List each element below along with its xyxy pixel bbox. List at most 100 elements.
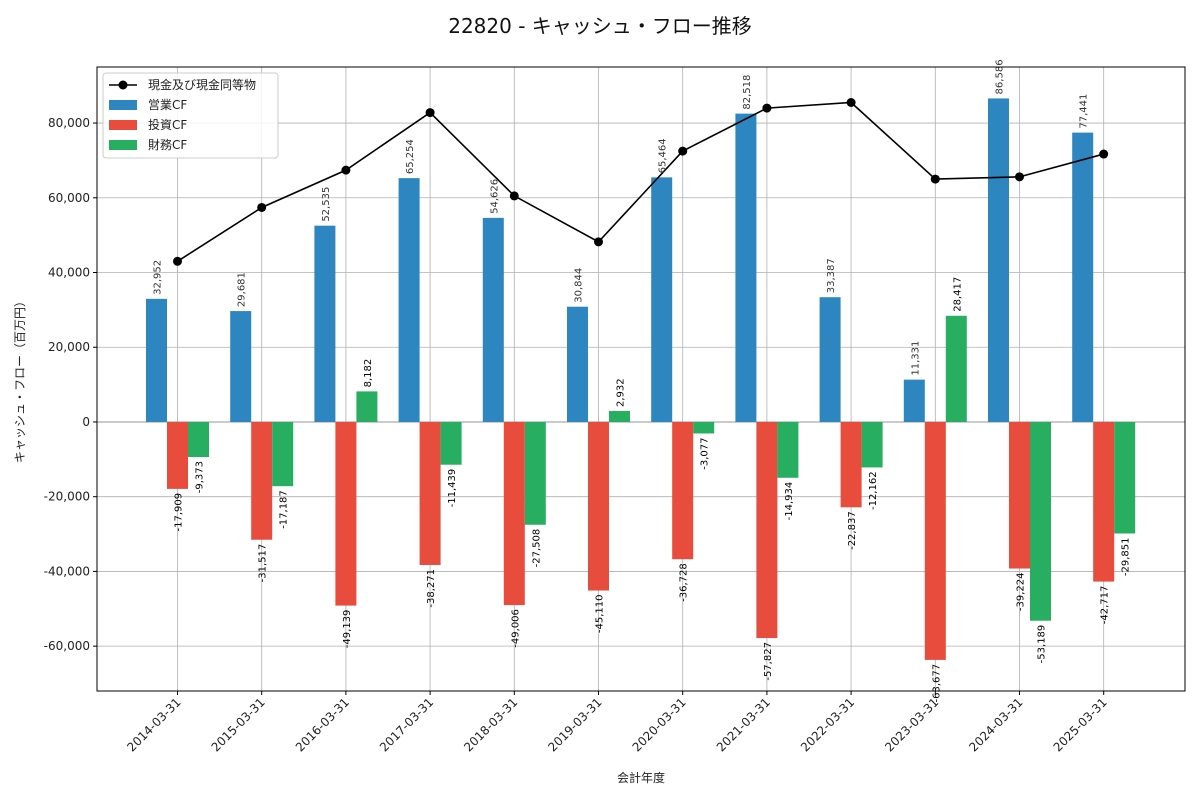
bar-3 (609, 411, 630, 422)
cash-point (425, 108, 435, 118)
legend-swatch (109, 100, 137, 110)
data-label: -17,187 (279, 490, 290, 529)
plot-frame (96, 66, 1186, 692)
cash-point (846, 97, 856, 107)
data-label: 65,464 (658, 138, 669, 173)
bar-3 (1114, 421, 1136, 534)
bar-3 (356, 391, 378, 422)
bar-3 (188, 421, 209, 457)
data-label: 28,417 (952, 277, 963, 312)
x-tick-label: 2017-03-31 (377, 695, 436, 754)
data-label: -3,077 (700, 437, 711, 469)
bar-3 (524, 421, 546, 525)
x-tick-label: 2019-03-31 (545, 695, 604, 754)
cash-point (173, 256, 182, 266)
cash-point (594, 237, 603, 247)
data-label: 30,844 (574, 268, 585, 303)
legend-box (102, 72, 279, 159)
bar-3 (945, 315, 967, 422)
x-tick-label: 2024-03-31 (966, 695, 1025, 754)
data-label: -49,006 (510, 609, 521, 648)
legend-swatch (109, 120, 137, 130)
cash-point (341, 165, 351, 175)
legend-swatch (109, 140, 137, 150)
data-label: -12,162 (868, 471, 879, 510)
x-axis-ticks: 2014-03-31 2015-03-31 2016-03-31 2017-03-31… (124, 691, 1110, 754)
data-labels: 32,952 29,681 52,535 65,254 54,626 30,844 65,4… (153, 59, 1132, 702)
bar-3 (272, 421, 294, 487)
bars (146, 98, 1136, 660)
x-tick-label: 2025-03-31 (1051, 695, 1110, 754)
cash-line (173, 97, 1109, 266)
bar-1 (903, 379, 925, 422)
y-tick-label: -40,000 (44, 564, 90, 578)
bar-2 (1009, 421, 1030, 569)
bar-2 (588, 421, 609, 591)
y-tick-label: 60,000 (48, 191, 90, 205)
legend-label: 現金及び現金同等物 (148, 77, 256, 92)
bar-1 (567, 306, 588, 422)
bar-2 (1093, 421, 1115, 582)
data-label: 86,586 (995, 59, 1006, 94)
bar-2 (672, 421, 694, 560)
cash-point (762, 103, 772, 113)
bar-1 (230, 311, 252, 422)
legend-label: 投資CF (148, 117, 187, 132)
y-tick-label: -20,000 (44, 490, 90, 504)
bar-1 (146, 298, 167, 422)
x-tick-label: 2020-03-31 (630, 695, 689, 754)
data-label: -29,851 (1121, 538, 1132, 577)
cash-point (509, 191, 519, 201)
chart-title: 22820 - キャッシュ・フロー推移 (448, 14, 752, 38)
data-label: -42,717 (1100, 586, 1111, 625)
cash-series-line (177, 101, 1104, 262)
x-tick-label: 2023-03-31 (882, 695, 941, 754)
bar-2 (419, 421, 441, 565)
data-label: 52,535 (321, 187, 332, 222)
bar-2 (503, 421, 525, 606)
bar-2 (924, 421, 946, 660)
legend-label: 財務CF (148, 137, 187, 152)
legend-marker (118, 80, 128, 90)
bar-2 (840, 421, 862, 508)
x-tick-label: 2018-03-31 (461, 695, 520, 754)
y-tick-label: 0 (82, 415, 90, 429)
data-label: 77,441 (1079, 94, 1090, 129)
data-label: -53,189 (1037, 625, 1048, 664)
y-tick-label: -60,000 (44, 639, 90, 653)
data-label: -38,271 (426, 569, 437, 608)
x-tick-label: 2022-03-31 (798, 695, 857, 754)
bar-1 (735, 113, 757, 422)
bar-3 (861, 421, 883, 468)
cash-point (930, 174, 940, 184)
bar-1 (988, 98, 1009, 422)
bar-2 (756, 421, 778, 639)
bar-3 (777, 421, 799, 478)
data-label: -45,110 (595, 595, 606, 634)
bar-3 (440, 421, 462, 465)
bar-1 (482, 217, 504, 422)
bar-1 (314, 225, 336, 422)
x-axis-label: 会計年度 (617, 770, 665, 785)
data-label: -36,728 (679, 563, 690, 602)
data-label: -31,517 (258, 544, 269, 583)
bar-1 (1072, 132, 1094, 422)
y-axis-ticks: -60,000 -40,000 -20,000 0 20,000 40,000 60,000… (44, 116, 97, 653)
data-label: 54,626 (489, 179, 500, 214)
data-label: -22,837 (847, 511, 858, 550)
data-label: -63,677 (931, 664, 942, 703)
data-label: 29,681 (237, 272, 248, 307)
legend-label: 営業CF (148, 98, 187, 112)
data-label: 82,518 (742, 75, 753, 110)
bar-2 (335, 421, 357, 606)
data-label: -14,934 (784, 482, 795, 521)
x-tick-label: 2014-03-31 (124, 695, 183, 754)
data-label: -57,827 (763, 642, 774, 681)
y-tick-label: 20,000 (48, 340, 90, 354)
y-tick-label: 40,000 (48, 266, 90, 280)
cash-point (1015, 172, 1024, 182)
x-tick-label: 2016-03-31 (293, 695, 352, 754)
bar-3 (693, 421, 715, 434)
